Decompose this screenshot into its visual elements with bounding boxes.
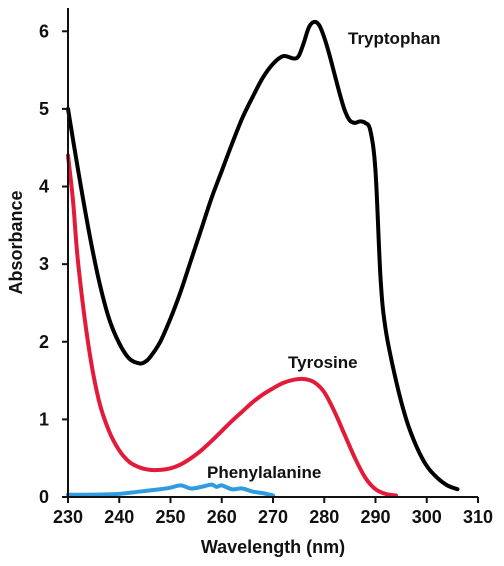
x-tick-label-240: 240 [104,507,134,527]
series-label-tyrosine: Tyrosine [288,353,358,372]
label-layer: Wavelength (nm) Absorbance Tryptophan Tyros… [6,29,441,557]
x-axis-title: Wavelength (nm) [201,537,345,557]
x-tick-label-300: 300 [412,507,442,527]
series-line-tyrosine [66,153,398,498]
series-line-tryptophan [66,19,460,492]
y-tick-label-3: 3 [39,254,49,274]
x-tick-label-310: 310 [463,507,493,527]
y-tick-label-6: 6 [39,21,49,41]
y-tick-label-4: 4 [39,177,49,197]
series-layer [66,19,460,498]
y-tick-label-2: 2 [39,332,49,352]
x-tick-label-290: 290 [360,507,390,527]
x-tick-label-260: 260 [207,507,237,527]
x-tick-label-270: 270 [258,507,288,527]
x-tick-label-230: 230 [53,507,83,527]
series-label-phenylalanine: Phenylalanine [207,463,321,482]
y-axis-title: Absorbance [6,190,26,294]
series-line-phenylalanine [66,482,275,498]
y-tick-label-1: 1 [39,409,49,429]
series-label-tryptophan: Tryptophan [348,29,441,48]
x-tick-label-250: 250 [155,507,185,527]
y-tick-label-0: 0 [39,487,49,507]
y-tick-label-5: 5 [39,99,49,119]
x-tick-label-280: 280 [309,507,339,527]
axis-layer: 230 240 250 260 270 280 290 300 310 0 1 2 3 4 5 6 [39,8,493,527]
